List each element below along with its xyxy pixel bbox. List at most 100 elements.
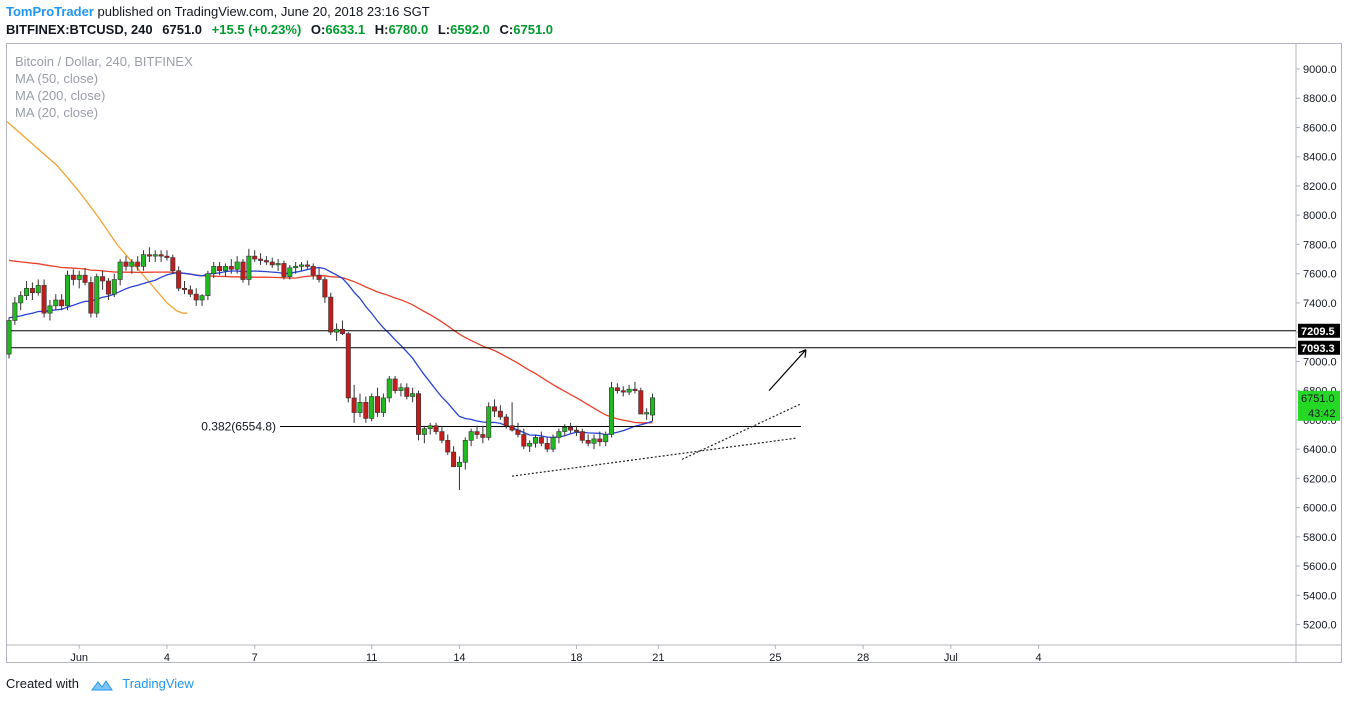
legend-ma50[interactable]: MA (50, close): [15, 71, 99, 86]
candle-body: [222, 266, 228, 272]
candle-body: [398, 387, 404, 391]
candle-body: [573, 429, 579, 432]
candle-body: [316, 274, 322, 280]
candle-body: [421, 428, 427, 435]
candle-body: [281, 263, 287, 277]
candle-body: [304, 264, 310, 267]
candle-body: [544, 442, 550, 450]
candle-body: [497, 410, 503, 418]
y-tick-label: 7600.0: [1303, 269, 1337, 281]
x-tick-label: 4: [1036, 652, 1042, 664]
candle-body: [550, 437, 556, 450]
candle-body: [170, 257, 176, 272]
candle-body: [632, 388, 638, 391]
candle-body: [351, 397, 357, 413]
created-with-text: Created with: [6, 676, 79, 691]
candle-body: [263, 260, 269, 263]
x-tick-label: Jul: [944, 652, 958, 664]
y-tick-label: 7000.0: [1303, 356, 1337, 368]
candle-body: [638, 390, 644, 415]
candle-body: [252, 255, 258, 260]
candle-body: [94, 276, 100, 314]
candle-body: [380, 397, 386, 413]
candle-body: [65, 274, 71, 307]
candle-body: [521, 434, 527, 447]
candle-body: [187, 289, 193, 295]
candle-body: [246, 255, 252, 280]
candle-body: [597, 438, 603, 443]
candle-body: [363, 402, 369, 419]
candle-body: [515, 429, 521, 435]
candle-body: [199, 295, 205, 301]
level-badge: [1298, 323, 1340, 338]
high-value: 6780.0: [388, 22, 429, 37]
x-tick-label: 14: [453, 652, 465, 664]
candle-body: [603, 434, 609, 443]
candle-body: [111, 279, 117, 295]
candle-body: [369, 396, 375, 419]
candle-body: [310, 266, 316, 276]
candle-body: [538, 437, 544, 444]
candle-body: [24, 287, 30, 296]
y-tick-label: 5800.0: [1303, 532, 1337, 544]
author-link[interactable]: TomProTrader: [6, 4, 94, 19]
ma200-line: [6, 121, 187, 314]
tradingview-logo-icon: [90, 679, 113, 691]
candle-body: [392, 378, 398, 391]
fib-label: 0.382(6554.8): [201, 419, 276, 433]
candle-body: [509, 425, 515, 431]
candle-body: [59, 299, 65, 307]
close-value: 6751.0: [513, 22, 554, 37]
legend-ma20[interactable]: MA (20, close): [15, 105, 99, 120]
candle-body: [585, 440, 591, 444]
y-tick-label: 6400.0: [1303, 444, 1337, 456]
x-tick-label: Jun: [70, 652, 88, 664]
candle-body: [35, 285, 41, 293]
candle-body: [76, 274, 82, 280]
candle-body: [456, 461, 462, 467]
candle-body: [158, 254, 164, 257]
candle-body: [439, 431, 445, 441]
candle-body: [649, 397, 655, 416]
open-value: 6633.1: [325, 22, 366, 37]
candle-body: [492, 406, 498, 412]
open-label: O:: [310, 22, 326, 37]
candle-body: [100, 276, 106, 282]
y-tick-label: 7400.0: [1303, 298, 1337, 310]
level-label: 7093.3: [1301, 343, 1335, 355]
candle-body: [234, 261, 240, 270]
candle-body: [480, 434, 486, 438]
candle-body: [88, 282, 94, 314]
y-tick-label: 5400.0: [1303, 590, 1337, 602]
candle-timer-label: 43:42: [1308, 408, 1336, 420]
footer: Created with TradingView: [6, 676, 194, 691]
candle-body: [211, 266, 217, 274]
current-price-label: 6751.0: [1301, 393, 1335, 405]
y-tick-label: 8400.0: [1303, 152, 1337, 164]
tradingview-link[interactable]: TradingView: [122, 676, 194, 691]
level-badge: [1298, 340, 1340, 355]
candle-body: [176, 270, 182, 289]
x-tick-label: 21: [652, 652, 664, 664]
candle-body: [591, 438, 597, 444]
candle-body: [152, 254, 158, 257]
candle-body: [53, 299, 59, 307]
candle-body: [556, 431, 562, 438]
candle-body: [12, 302, 18, 321]
candle-body: [468, 431, 474, 441]
candle-body: [293, 266, 299, 269]
symbol-line: BITFINEX:BTCUSD, 240 6751.0 +15.5 (+0.23…: [6, 22, 553, 37]
rising-trendline: [681, 403, 802, 460]
candle-body: [404, 387, 410, 397]
y-tick-label: 8000.0: [1303, 210, 1337, 222]
candle-body: [135, 261, 141, 267]
low-value: 6592.0: [450, 22, 490, 37]
candle-body: [298, 264, 304, 267]
candle-body: [334, 328, 340, 333]
candle-body: [287, 267, 293, 277]
candle-body: [18, 295, 24, 304]
published-text: published on TradingView.com, June 20, 2…: [97, 4, 430, 19]
legend-ma200[interactable]: MA (200, close): [15, 88, 106, 103]
close-label: C:: [499, 22, 514, 37]
